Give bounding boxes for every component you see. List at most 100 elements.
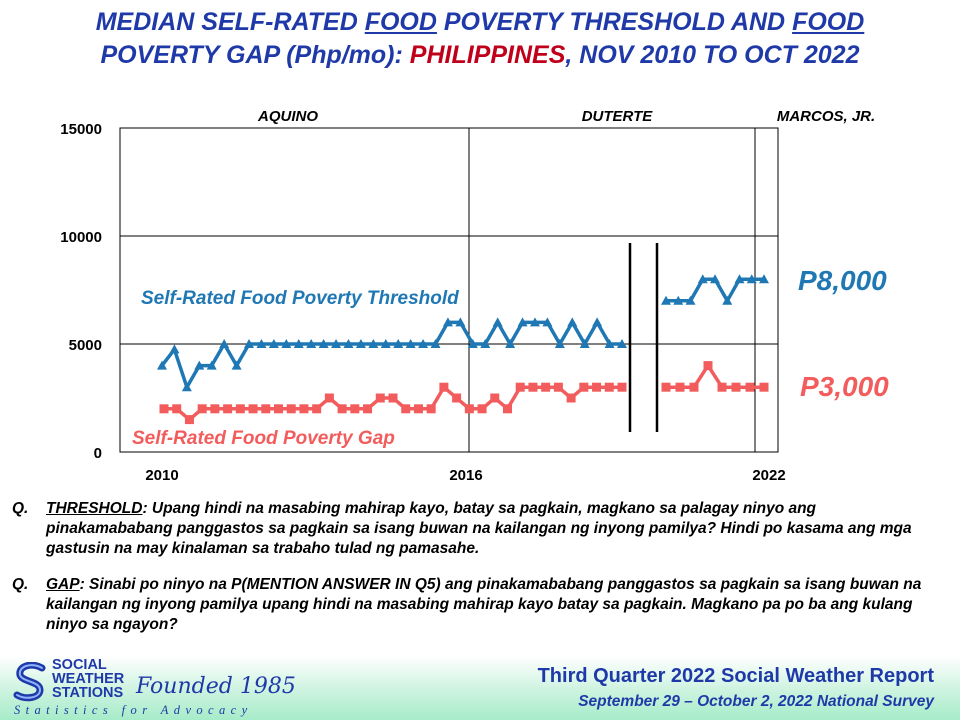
data-point [219,339,230,348]
title-part1: MEDIAN SELF-RATED [95,8,365,36]
data-point [324,393,334,403]
data-point [480,339,491,348]
question-threshold: Q. THRESHOLD: Upang hindi na masabing ma… [12,499,942,559]
data-point [274,404,283,414]
question-label: Q. [12,500,29,517]
x-tick-label: 2016 [449,467,482,484]
data-point [542,317,553,327]
data-point [505,339,516,348]
y-tick-label: 0 [94,445,102,462]
data-point [318,339,329,348]
data-point [503,404,512,414]
chart: 0 5000 10000 15000 2010 2016 2022 AQUINO DUTER… [60,108,889,484]
question-gap: Q. GAP: Sinabi po ninyo na P(MENTION ANS… [12,575,942,635]
data-point [197,404,207,414]
data-point [439,382,449,392]
plot-area [119,127,779,453]
data-point [159,404,169,414]
report-title: Third Quarter 2022 Social Weather Report [537,665,934,687]
data-point [745,382,755,392]
data-point [515,382,525,392]
data-point [477,404,487,414]
data-point [579,382,589,392]
data-point [579,339,590,348]
data-point [467,339,478,348]
data-point [306,339,317,348]
data-point [661,382,671,392]
data-point [293,339,304,348]
data-point [492,317,503,327]
data-point [210,404,220,414]
data-point [388,393,398,403]
data-point [194,360,205,370]
data-point [661,295,671,305]
data-point [541,382,551,392]
data-point [350,404,360,414]
end-value-label: P8,000 [798,265,887,296]
data-point [703,361,713,371]
title-part3: POVERTY GAP (Php/mo): [100,41,410,69]
data-point [261,404,271,414]
end-value-label: P3,000 [800,371,889,402]
tagline: Statistics for Advocacy [14,703,253,717]
data-point [553,382,563,392]
question-body: : Upang hindi na masabing mahirap kayo, … [46,500,912,557]
chart-title: MEDIAN SELF-RATED FOOD POVERTY THRESHOLD… [0,6,960,72]
title-part4: , NOV 2010 TO OCT 2022 [565,41,860,69]
survey-dates: September 29 – October 2, 2022 National … [578,693,934,710]
data-point [393,339,404,348]
data-point [248,404,258,414]
footer: SOCIAL WEATHER STATIONS Founded 1985 Sta… [0,656,960,720]
data-point [697,274,708,284]
data-point [268,339,279,348]
administration-label: AQUINO [257,108,318,125]
data-point [528,382,538,392]
data-point [184,415,194,425]
data-point [604,339,615,348]
data-point [675,382,685,392]
data-point [169,344,180,354]
question-label: Q. [12,576,29,593]
data-point [455,317,466,327]
data-point [256,339,267,348]
series-label: Self-Rated Food Poverty Gap [132,428,395,449]
title-food-1: FOOD [364,8,437,36]
data-point [592,317,603,327]
data-point [673,295,684,305]
data-point [418,339,429,348]
data-point [331,339,342,348]
data-point [299,404,309,414]
question-body: : Sinabi po ninyo na P(MENTION ANSWER IN… [46,576,922,633]
data-point [235,404,245,414]
data-point [592,382,602,392]
sws-logo-icon [13,662,46,702]
founded-text: Founded 1985 [136,674,296,699]
data-point [717,382,727,392]
data-point [442,317,453,327]
data-point [567,317,578,327]
data-point [710,274,720,284]
data-point [368,339,379,348]
question-text: GAP: Sinabi po ninyo na P(MENTION ANSWER… [46,575,942,635]
data-point [223,404,233,414]
data-point [343,339,354,348]
x-tick-label: 2022 [752,467,785,484]
data-point [231,360,242,370]
data-point [244,339,255,348]
data-point [380,339,391,348]
title-food-2: FOOD [792,8,865,36]
data-point [286,404,296,414]
data-point [401,404,411,414]
y-tick-label: 15000 [60,121,102,138]
data-point [617,382,627,392]
data-point [746,274,757,284]
y-tick-label: 10000 [60,229,102,246]
y-tick-label: 5000 [69,337,102,354]
data-point [426,404,436,414]
data-point [172,404,182,414]
data-point [181,382,192,392]
logo-word-weather: WEATHER [52,671,125,687]
logo-word-social: SOCIAL [52,657,107,673]
data-point [759,382,769,392]
data-point [490,393,500,403]
